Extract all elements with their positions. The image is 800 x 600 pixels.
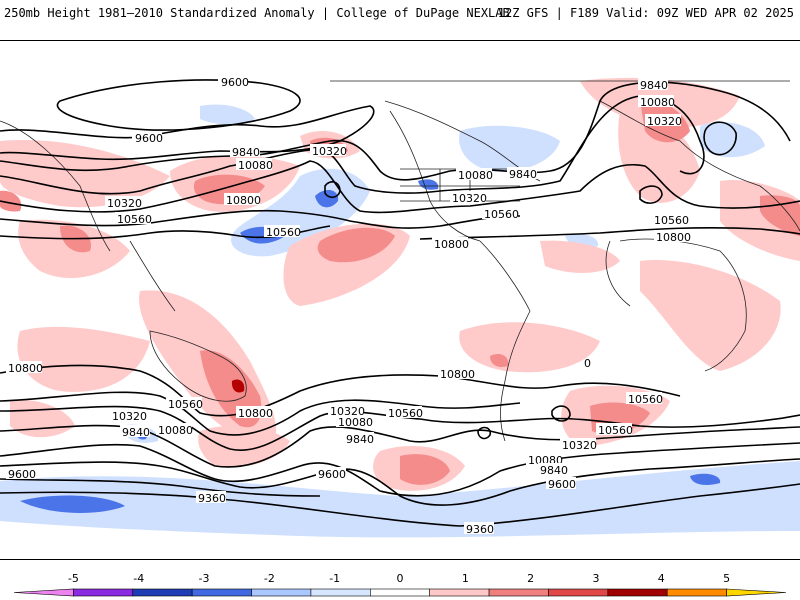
colorbar-segment <box>726 588 787 597</box>
contour-label: 9360 <box>198 492 226 505</box>
model-run-info: 12Z GFS | F189 Valid: 09Z WED APR 02 202… <box>497 6 794 20</box>
contour-label: 10800 <box>8 362 43 375</box>
colorbar-tick-label: 3 <box>592 572 599 585</box>
contour-label: 10320 <box>312 145 347 158</box>
anomaly-map: 9600 9600 9840 10080 10320 10560 10320 1… <box>0 40 800 560</box>
contour-label: 9600 <box>548 478 576 491</box>
colorbar-segment <box>310 588 371 597</box>
contour-label: 10560 <box>598 424 633 437</box>
contour-label: 10320 <box>112 410 147 423</box>
contour-label: 9840 <box>122 426 150 439</box>
contour-label: 0 <box>584 357 591 370</box>
strong-negative-anomaly <box>20 179 721 513</box>
contour-label: 9600 <box>135 132 163 145</box>
contour-label: 10080 <box>338 416 373 429</box>
contour-labels: 9600 9600 9840 10080 10320 10560 10320 1… <box>6 75 691 536</box>
colorbar-tick-label: -4 <box>133 572 144 585</box>
contour-label: 10320 <box>330 405 365 418</box>
contour-label: 10560 <box>266 226 301 239</box>
colorbar-segment <box>13 588 74 597</box>
height-contours <box>0 79 800 527</box>
contour-label: 10080 <box>158 424 193 437</box>
map-title: 250mb Height 1981–2010 Standardized Anom… <box>4 6 510 20</box>
contour-label: 10560 <box>628 393 663 406</box>
colorbar-segment <box>132 588 193 597</box>
map-canvas: 9600 9600 9840 10080 10320 10560 10320 1… <box>0 75 800 538</box>
map-header: 250mb Height 1981–2010 Standardized Anom… <box>0 0 800 40</box>
contour-label: 10800 <box>238 407 273 420</box>
contour-label: 9840 <box>540 464 568 477</box>
contour-label: 10800 <box>226 194 261 207</box>
contour-label: 9600 <box>318 468 346 481</box>
colorbar-segment <box>488 588 549 597</box>
contour-label: 9840 <box>640 79 668 92</box>
contour-label: 9600 <box>221 76 249 89</box>
contour-label: 10320 <box>107 197 142 210</box>
contour-label: 10800 <box>440 368 475 381</box>
contour-label: 9840 <box>509 168 537 181</box>
colorbar-segment <box>548 588 609 597</box>
colorbar-segment <box>666 588 727 597</box>
contour-label: 9840 <box>346 433 374 446</box>
contour-label: 10560 <box>168 398 203 411</box>
colorbar-segment <box>370 588 430 597</box>
colorbar-segment <box>607 588 668 597</box>
colorbar-tick-label: -5 <box>68 572 79 585</box>
colorbar-tick-label: 2 <box>527 572 534 585</box>
colorbar-segment <box>191 588 252 597</box>
contour-label: 10800 <box>656 231 691 244</box>
contour-label: 9600 <box>8 468 36 481</box>
colorbar-tick-label: 0 <box>397 572 404 585</box>
contour-label: 10560 <box>388 407 423 420</box>
colorbar-tick-label: -1 <box>329 572 340 585</box>
contour-label: 10080 <box>640 96 675 109</box>
contour-label: 10080 <box>238 159 273 172</box>
colorbar-segment <box>251 588 312 597</box>
contour-label: 10080 <box>458 169 493 182</box>
contour-label: 10800 <box>434 238 469 251</box>
colorbar-segment <box>429 588 490 597</box>
strong-positive-anomaly <box>231 379 245 393</box>
colorbar-tick-label: -3 <box>199 572 210 585</box>
contour-label: 9360 <box>466 523 494 536</box>
contour-label: 10560 <box>484 208 519 221</box>
coastlines <box>0 80 800 442</box>
colorbar: -5 -4 -3 -2 -1 0 1 2 3 4 5 <box>0 570 800 600</box>
colorbar-tick-label: 1 <box>462 572 469 585</box>
contour-label: 10320 <box>562 439 597 452</box>
contour-label: 10560 <box>654 214 689 227</box>
colorbar-segment <box>73 588 134 597</box>
contour-label: 9840 <box>232 146 260 159</box>
colorbar-svg: -5 -4 -3 -2 -1 0 1 2 3 4 5 <box>13 572 787 597</box>
colorbar-tick-label: 4 <box>658 572 665 585</box>
colorbar-tick-label: 5 <box>723 572 730 585</box>
contour-label: 10320 <box>647 115 682 128</box>
contour-label: 10560 <box>117 213 152 226</box>
colorbar-tick-label: -2 <box>264 572 275 585</box>
contour-label: 10320 <box>452 192 487 205</box>
